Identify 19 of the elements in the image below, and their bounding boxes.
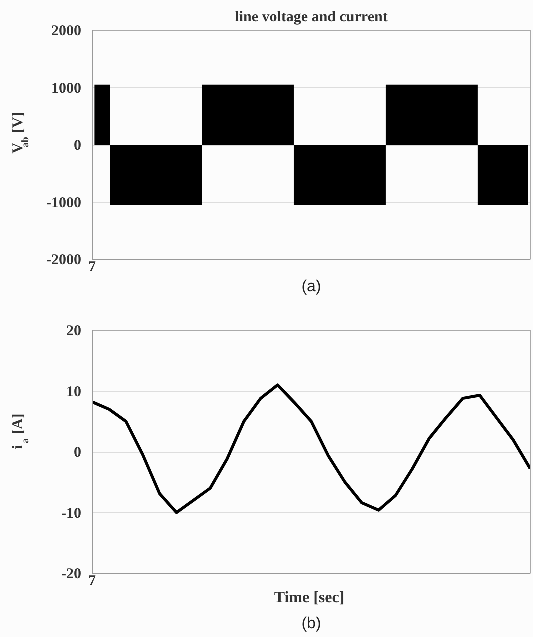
text: (a) (302, 278, 322, 296)
y-tick-label: 0 (74, 138, 82, 154)
y-axis-title: ia [A] (10, 414, 32, 450)
y-tick-label: 1000 (52, 80, 82, 97)
text: 7 (88, 574, 96, 590)
y-tick-label: -20 (62, 566, 82, 582)
y-tick-label: 10 (66, 384, 82, 400)
y-tick-label: -1000 (46, 195, 82, 212)
y-tick-label: 2000 (52, 24, 82, 40)
y-tick-label: -2000 (46, 252, 82, 268)
y-axis-title: Vab [V] (10, 112, 32, 154)
y-tick-label: -10 (62, 506, 82, 522)
line-series (92, 384, 530, 514)
chart-title: line voltage and current (235, 10, 388, 26)
y-tick-label: 20 (66, 324, 82, 340)
annotation: 7 (88, 260, 96, 276)
y-tick-label: 0 (74, 445, 82, 461)
x-axis-title: Time [sec] (274, 590, 345, 606)
text: (b) (302, 616, 322, 632)
